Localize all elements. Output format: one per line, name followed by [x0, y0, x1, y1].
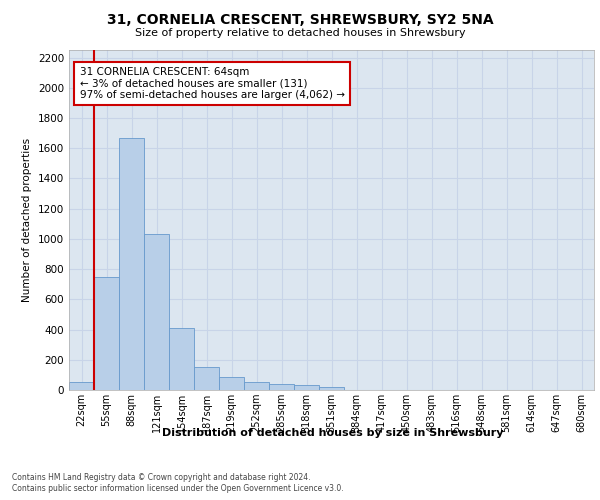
- Bar: [69, 382, 94, 390]
- Bar: [194, 366, 219, 390]
- Text: Contains HM Land Registry data © Crown copyright and database right 2024.: Contains HM Land Registry data © Crown c…: [12, 472, 311, 482]
- Bar: [219, 377, 244, 390]
- Text: 31, CORNELIA CRESCENT, SHREWSBURY, SY2 5NA: 31, CORNELIA CRESCENT, SHREWSBURY, SY2 5…: [107, 12, 493, 26]
- Y-axis label: Number of detached properties: Number of detached properties: [22, 138, 32, 302]
- Text: Size of property relative to detached houses in Shrewsbury: Size of property relative to detached ho…: [134, 28, 466, 38]
- Bar: [144, 234, 169, 390]
- Bar: [269, 384, 294, 390]
- Bar: [244, 382, 269, 390]
- Text: Distribution of detached houses by size in Shrewsbury: Distribution of detached houses by size …: [162, 428, 504, 438]
- Bar: [169, 328, 194, 390]
- Bar: [294, 386, 319, 390]
- Bar: [94, 278, 119, 390]
- Bar: [119, 138, 144, 390]
- Bar: [319, 387, 344, 390]
- Text: Contains public sector information licensed under the Open Government Licence v3: Contains public sector information licen…: [12, 484, 344, 493]
- Text: 31 CORNELIA CRESCENT: 64sqm
← 3% of detached houses are smaller (131)
97% of sem: 31 CORNELIA CRESCENT: 64sqm ← 3% of deta…: [79, 67, 344, 100]
